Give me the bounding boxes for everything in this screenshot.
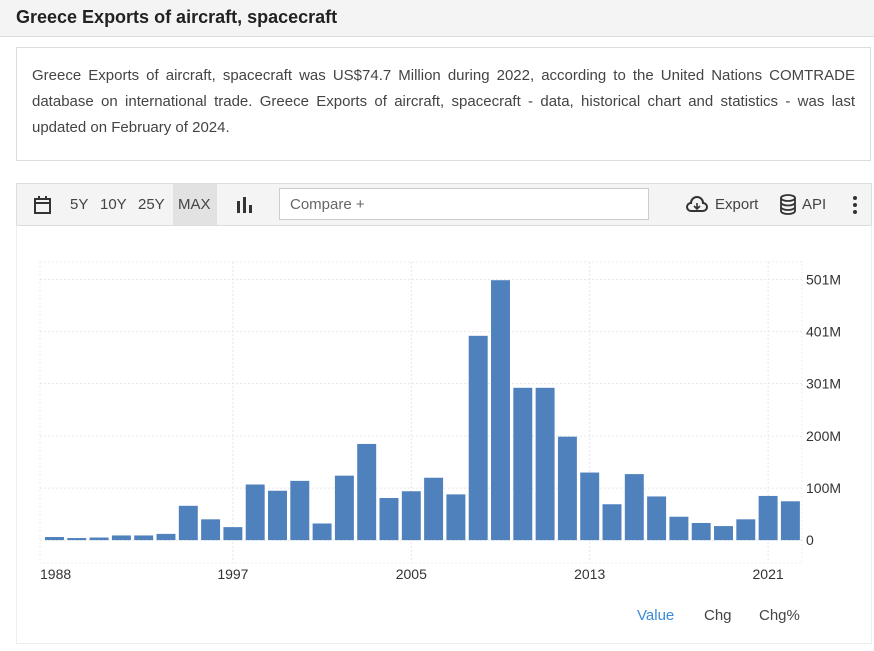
bar <box>334 475 354 541</box>
export-button[interactable]: Export <box>715 196 759 213</box>
bar <box>513 387 533 541</box>
range-button[interactable]: MAX <box>178 196 211 213</box>
bar <box>67 538 87 541</box>
bar <box>758 495 778 541</box>
range-button[interactable]: 25Y <box>138 196 165 213</box>
x-tick-label: 2013 <box>574 566 605 582</box>
bar <box>201 519 221 541</box>
bar <box>290 480 310 541</box>
menu-icon[interactable] <box>851 195 859 215</box>
bar <box>134 535 154 541</box>
bar <box>446 494 466 541</box>
bar <box>780 501 800 541</box>
bar <box>156 533 176 541</box>
bar <box>580 472 600 541</box>
bar <box>602 504 622 541</box>
bar <box>714 526 733 541</box>
y-tick-label: 0 <box>806 532 814 548</box>
y-tick-label: 100M <box>806 480 841 496</box>
page-title: Greece Exports of aircraft, spacecraft <box>16 7 338 27</box>
x-tick-label: 1997 <box>217 566 248 582</box>
bar <box>401 491 421 541</box>
bar <box>624 474 644 541</box>
bar <box>379 498 399 541</box>
bar <box>468 335 488 541</box>
x-tick-label: 2021 <box>753 566 784 582</box>
bar <box>669 516 689 541</box>
bar <box>245 484 265 541</box>
bar <box>557 436 577 541</box>
header: Greece Exports of aircraft, spacecraft <box>0 0 874 37</box>
range-button[interactable]: 5Y <box>70 196 89 213</box>
x-tick-label: 1988 <box>40 566 71 582</box>
calendar-icon[interactable] <box>33 195 53 215</box>
tab-chg[interactable]: Chg <box>704 607 732 624</box>
plot-area <box>39 261 803 564</box>
bar <box>736 519 756 541</box>
chart-type-icon[interactable] <box>235 195 255 215</box>
range-button[interactable]: 10Y <box>100 196 127 213</box>
bar <box>45 537 64 541</box>
tab-chg-pct[interactable]: Chg% <box>759 607 800 624</box>
bar <box>491 280 510 541</box>
bar <box>111 535 131 541</box>
bar <box>691 522 711 541</box>
bar <box>647 496 667 541</box>
active-range-bg <box>173 184 217 225</box>
y-tick-label: 501M <box>806 272 841 288</box>
y-tick-label: 301M <box>806 376 841 392</box>
tab-value[interactable]: Value <box>637 607 675 624</box>
export-icon[interactable] <box>685 195 709 215</box>
y-tick-label: 200M <box>806 428 841 444</box>
bar <box>357 443 377 541</box>
api-icon[interactable] <box>779 194 797 216</box>
x-tick-label: 2005 <box>396 566 427 582</box>
chart-container <box>16 225 872 644</box>
bar <box>223 527 243 541</box>
toolbar: 5Y 10Y 25Y MAX Compare + Export API <box>16 183 872 226</box>
y-tick-label: 401M <box>806 324 841 340</box>
bar <box>178 505 198 541</box>
bar <box>424 477 444 541</box>
chart: 0 100M 200M 301M 401M 501M 1988 1997 2005 2013 202… <box>39 261 841 582</box>
api-button[interactable]: API <box>802 196 827 213</box>
bar <box>89 537 109 541</box>
bar <box>312 523 332 541</box>
description: Greece Exports of aircraft, spacecraft w… <box>16 47 871 161</box>
compare-input[interactable]: Compare + <box>279 188 649 220</box>
bar <box>535 387 555 541</box>
bar <box>268 490 287 541</box>
